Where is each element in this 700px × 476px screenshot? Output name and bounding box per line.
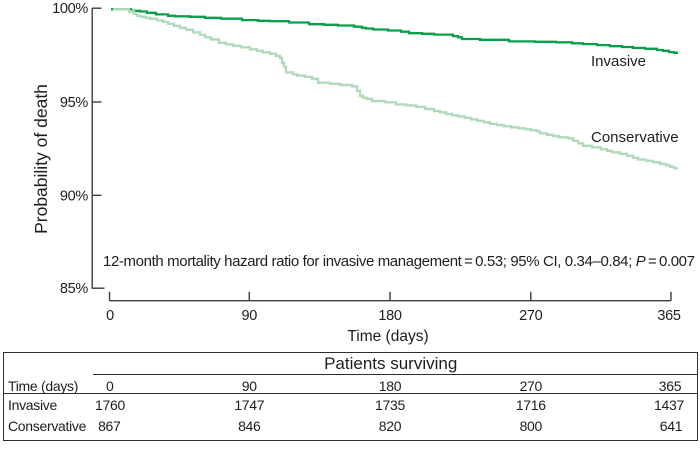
svg-text:0: 0 — [106, 308, 114, 324]
svg-text:270: 270 — [519, 308, 543, 324]
svg-text:85%: 85% — [60, 281, 89, 297]
svg-text:365: 365 — [657, 308, 681, 324]
svg-text:90%: 90% — [60, 188, 89, 204]
svg-text:90: 90 — [242, 308, 258, 324]
svg-text:180: 180 — [378, 308, 402, 324]
svg-text:Probability of death: Probability of death — [31, 84, 51, 234]
svg-text:Conservative: Conservative — [591, 129, 679, 146]
svg-text:100%: 100% — [52, 1, 88, 17]
svg-text:95%: 95% — [60, 95, 89, 111]
svg-text:Time (days): Time (days) — [347, 328, 428, 345]
svg-text:Invasive: Invasive — [591, 53, 646, 70]
svg-text:12-month mortality hazard rati: 12-month mortality hazard ratio for inva… — [103, 253, 695, 270]
